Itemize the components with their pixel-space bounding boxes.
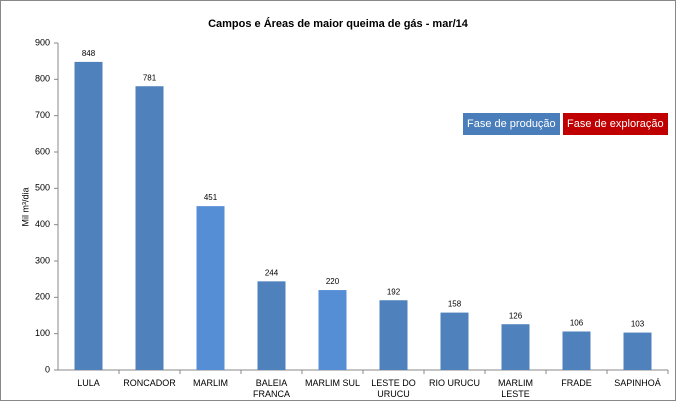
bar (379, 300, 408, 370)
y-tick-label: 100 (35, 328, 50, 338)
value-label: 126 (509, 311, 523, 320)
x-tick-label: LESTE DO URUCU (371, 378, 416, 399)
bar (318, 290, 347, 370)
x-tick-label: MARLIM SUL (304, 378, 360, 388)
y-tick-label: 700 (35, 110, 50, 120)
x-tick-label: RONCADOR (123, 378, 176, 388)
value-label: 451 (204, 193, 218, 202)
y-tick-label: 300 (35, 255, 50, 265)
y-tick-label: 200 (35, 292, 50, 302)
x-tick-label: MARLIM (192, 378, 228, 388)
x-tick-label: LULA (77, 378, 100, 388)
y-tick-label: 600 (35, 146, 50, 156)
bar (135, 86, 164, 370)
value-label: 192 (387, 287, 401, 296)
x-tick-label: SAPINHOÁ (614, 378, 661, 388)
y-tick-label: 500 (35, 183, 50, 193)
bar (623, 332, 652, 370)
x-tick-label: RIO URUCU (429, 378, 480, 388)
value-label: 220 (326, 277, 340, 286)
bar (257, 281, 286, 370)
y-tick-label: 900 (35, 37, 50, 47)
x-tick-label: MARLIM LESTE (497, 378, 533, 399)
x-tick-label: BALEIA FRANCA (252, 378, 290, 399)
bar (440, 312, 469, 370)
legend-item: Fase de exploração (563, 113, 668, 135)
value-label: 244 (265, 268, 279, 277)
value-label: 848 (82, 49, 96, 58)
bar (196, 206, 225, 370)
y-tick-label: 800 (35, 74, 50, 84)
value-label: 781 (143, 73, 157, 82)
x-tick-label: FRADE (561, 378, 592, 388)
bar (74, 61, 103, 370)
y-tick-label: 0 (45, 364, 50, 374)
bar (562, 331, 591, 370)
chart-title: Campos e Áreas de maior queima de gás - … (208, 17, 469, 30)
value-label: 158 (448, 300, 462, 309)
value-label: 103 (631, 320, 645, 329)
bar (501, 324, 530, 370)
legend-item: Fase de produção (463, 113, 560, 135)
y-axis-label: Mil m³/dia (20, 187, 30, 226)
y-tick-label: 400 (35, 219, 50, 229)
value-label: 106 (570, 319, 584, 328)
